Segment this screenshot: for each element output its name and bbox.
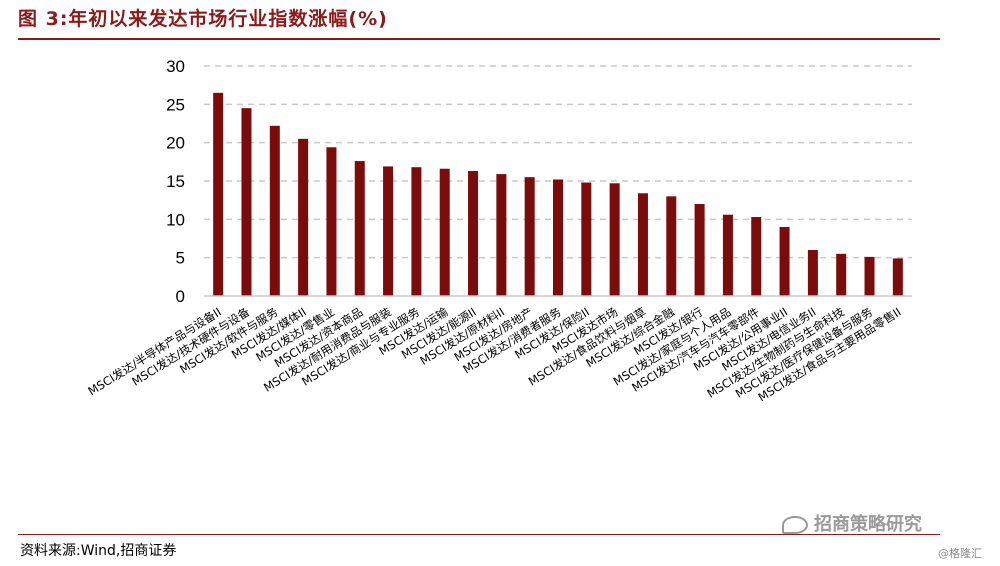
bar xyxy=(326,147,337,296)
title-rule xyxy=(18,38,940,40)
wechat-icon xyxy=(782,516,808,534)
bar xyxy=(524,177,535,296)
y-tick-label: 15 xyxy=(166,172,185,191)
bars xyxy=(213,92,903,297)
y-tick-label: 20 xyxy=(166,134,185,153)
bar xyxy=(439,168,450,296)
y-tick-label: 30 xyxy=(166,57,185,76)
bar xyxy=(779,227,790,296)
y-tick-label: 25 xyxy=(166,95,185,114)
bar xyxy=(468,171,479,296)
watermark-text: 招商策略研究 xyxy=(814,514,922,535)
watermark: 招商策略研究 xyxy=(782,510,922,536)
bar xyxy=(722,214,733,296)
bar xyxy=(637,193,648,296)
bar xyxy=(666,196,677,296)
y-axis-ticks: 0 5 10 15 20 25 30 xyxy=(166,57,185,306)
figure-title: 图 3:年初以来发达市场行业指数涨幅(%) xyxy=(18,8,388,30)
bar xyxy=(496,174,507,296)
bar xyxy=(298,138,309,296)
bar xyxy=(581,182,592,296)
x-axis-category-labels: MSCI发达/半导体产品与设备IIMSCI发达/技术硬件与设备MSCI发达/软件… xyxy=(85,304,903,404)
source-rule xyxy=(18,534,940,535)
bar xyxy=(864,256,875,296)
bar xyxy=(751,217,762,296)
y-tick-label: 0 xyxy=(176,287,185,306)
watermark-secondary: @格隆汇 xyxy=(938,547,982,560)
bar xyxy=(609,183,620,296)
bar xyxy=(241,108,252,297)
bar xyxy=(836,253,847,296)
bar xyxy=(694,204,705,296)
bar xyxy=(354,161,365,296)
bar xyxy=(411,167,422,296)
bar xyxy=(553,179,563,296)
source-note: 资料来源:Wind,招商证券 xyxy=(20,543,177,559)
y-tick-label: 5 xyxy=(176,249,185,268)
bar xyxy=(892,258,903,296)
bar xyxy=(269,125,280,296)
y-tick-label: 10 xyxy=(166,210,185,229)
bar xyxy=(213,92,224,296)
bar xyxy=(383,166,394,296)
bar xyxy=(807,250,818,296)
